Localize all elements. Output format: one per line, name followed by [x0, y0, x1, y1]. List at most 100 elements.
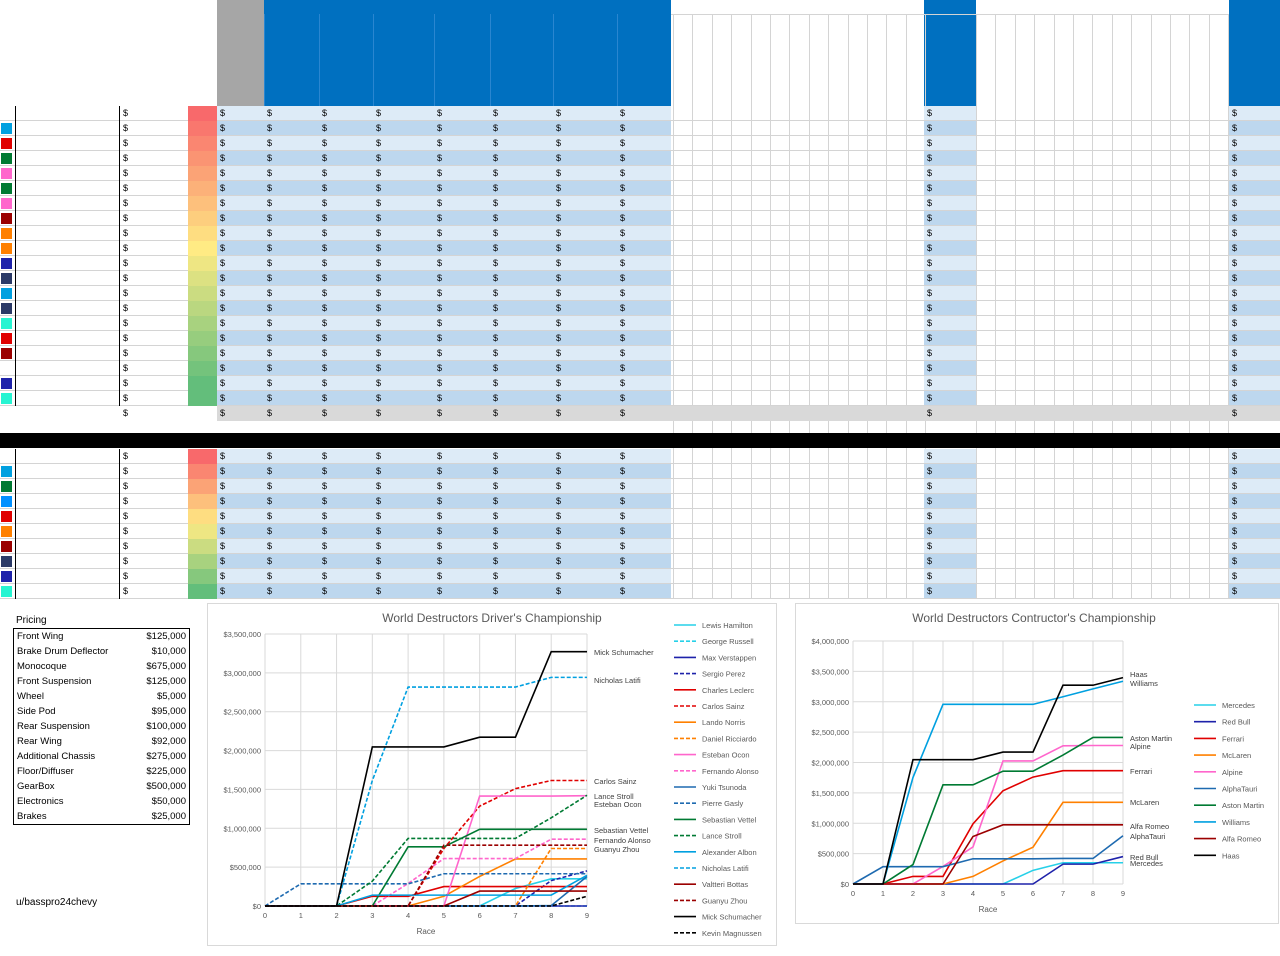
- drivers-race-value: [617, 106, 667, 121]
- constructors-race-value-dollar: $: [437, 556, 443, 566]
- drivers-race-value-dollar: $: [620, 288, 626, 298]
- drivers-row-band: [217, 376, 671, 391]
- drivers-rank: [188, 256, 217, 271]
- constructors-race-value: [319, 524, 369, 539]
- legend-label: Kevin Magnussen: [702, 929, 762, 938]
- end-label: Carlos Sainz: [594, 777, 637, 786]
- constructors-race-value: [553, 464, 613, 479]
- drivers-row-line: [0, 285, 1280, 286]
- drivers-can-total: [1229, 181, 1276, 196]
- drivers-total: [120, 196, 184, 211]
- constructors-row-line: [0, 553, 1280, 554]
- drivers-race-value-dollar: $: [620, 168, 626, 178]
- legend-label: George Russell: [702, 637, 754, 646]
- drivers-race-value: [617, 256, 667, 271]
- drivers-race-value-dollar: $: [220, 228, 226, 238]
- constructors-race-value: [217, 554, 260, 569]
- drivers-can-total-dollar: $: [1232, 183, 1238, 193]
- constructors-total: [120, 584, 184, 599]
- drivers-can-total: [1229, 391, 1276, 406]
- drivers-row-line: [0, 120, 1280, 121]
- drivers-race-value-dollar: $: [267, 228, 273, 238]
- aze-grid-line: [886, 14, 888, 599]
- drivers-race-value: [434, 301, 486, 316]
- drivers-race-value: [373, 181, 430, 196]
- pricing-part: Brake Drum Deflector: [17, 646, 109, 657]
- constructors-race-value-dollar: $: [493, 511, 499, 521]
- race-col-divider: [434, 14, 435, 106]
- drivers-race-value-dollar: $: [437, 378, 443, 388]
- drivers-color-swatch: [1, 183, 12, 194]
- drivers-race-value-dollar: $: [437, 108, 443, 118]
- drivers-race-value: [553, 331, 613, 346]
- drivers-race-value-dollar: $: [322, 333, 328, 343]
- drivers-aze-total: [924, 391, 972, 406]
- drivers-race-value-dollar: $: [267, 273, 273, 283]
- drivers-row-line: [0, 360, 1280, 361]
- drivers-total: [120, 226, 184, 241]
- can-grid-line: [1189, 14, 1191, 599]
- race-col-divider: [490, 14, 491, 106]
- drivers-race-value: [319, 226, 369, 241]
- constructors-race-value-dollar: $: [493, 556, 499, 566]
- x-tick-label: 8: [1091, 889, 1095, 898]
- drivers-race-value: [553, 136, 613, 151]
- grand-race-value-dollar: $: [437, 408, 443, 418]
- pricing-price: $10,000: [151, 646, 186, 657]
- drivers-can-total-dollar: $: [1232, 243, 1238, 253]
- constructors-can-total: [1229, 554, 1276, 569]
- drivers-race-value-dollar: $: [322, 213, 328, 223]
- drivers-aze-part-count: [751, 166, 770, 181]
- drivers-race-value: [264, 256, 315, 271]
- pricing-price: $225,000: [146, 766, 186, 777]
- series-line: [853, 680, 1124, 885]
- can-grid-line: [1014, 14, 1016, 599]
- series-line: [853, 676, 1124, 885]
- can-grid-line: [1131, 14, 1133, 599]
- drivers-race-value-dollar: $: [322, 108, 328, 118]
- drivers-total-dollar: $: [123, 123, 129, 133]
- drivers-race-value: [319, 316, 369, 331]
- drivers-name: [15, 391, 120, 406]
- drivers-can-total-dollar: $: [1232, 288, 1238, 298]
- constructors-race-value-dollar: $: [493, 526, 499, 536]
- drivers-race-value: [319, 241, 369, 256]
- drivers-race-value: [617, 226, 667, 241]
- drivers-race-value-dollar: $: [220, 138, 226, 148]
- drivers-race-value: [617, 361, 667, 376]
- drivers-name: [15, 361, 120, 376]
- grand-race-value: [434, 406, 486, 421]
- constructors-color-swatch: [1, 571, 12, 582]
- constructors-row-band-aze: [924, 584, 976, 599]
- constructors-aze-part-count: [731, 464, 750, 479]
- drivers-race-value: [490, 151, 549, 166]
- constructors-race-value-dollar: $: [556, 541, 562, 551]
- pricing-row: GearBox $500,000: [14, 779, 189, 794]
- drivers-race-value: [617, 376, 667, 391]
- drivers-race-value-dollar: $: [267, 153, 273, 163]
- constructors-can-total-dollar: $: [1232, 571, 1238, 581]
- constructors-can-total: [1229, 449, 1276, 464]
- drivers-total: [120, 121, 184, 136]
- drivers-race-value: [490, 166, 549, 181]
- drivers-color-swatch: [1, 333, 12, 344]
- pricing-row: Side Pod $95,000: [14, 704, 189, 719]
- drivers-race-value-dollar: $: [322, 168, 328, 178]
- drivers-row-band-aze: [924, 271, 976, 286]
- can-grid-line: [1092, 14, 1094, 599]
- constructors-race-value: [553, 554, 613, 569]
- drivers-race-value: [434, 181, 486, 196]
- drivers-row-band: [217, 316, 671, 331]
- drivers-total-dollar: $: [123, 378, 129, 388]
- drivers-name: [15, 331, 120, 346]
- drivers-aze-total: [924, 106, 972, 121]
- drivers-race-value: [434, 211, 486, 226]
- constructors-race-value: [319, 464, 369, 479]
- drivers-race-value-dollar: $: [322, 198, 328, 208]
- testing-header-block: [217, 0, 264, 106]
- drivers-race-value-dollar: $: [322, 348, 328, 358]
- drivers-race-value: [373, 196, 430, 211]
- constructors-aze-part-count: [751, 479, 770, 494]
- drivers-race-value: [490, 136, 549, 151]
- constructors-race-value-dollar: $: [322, 466, 328, 476]
